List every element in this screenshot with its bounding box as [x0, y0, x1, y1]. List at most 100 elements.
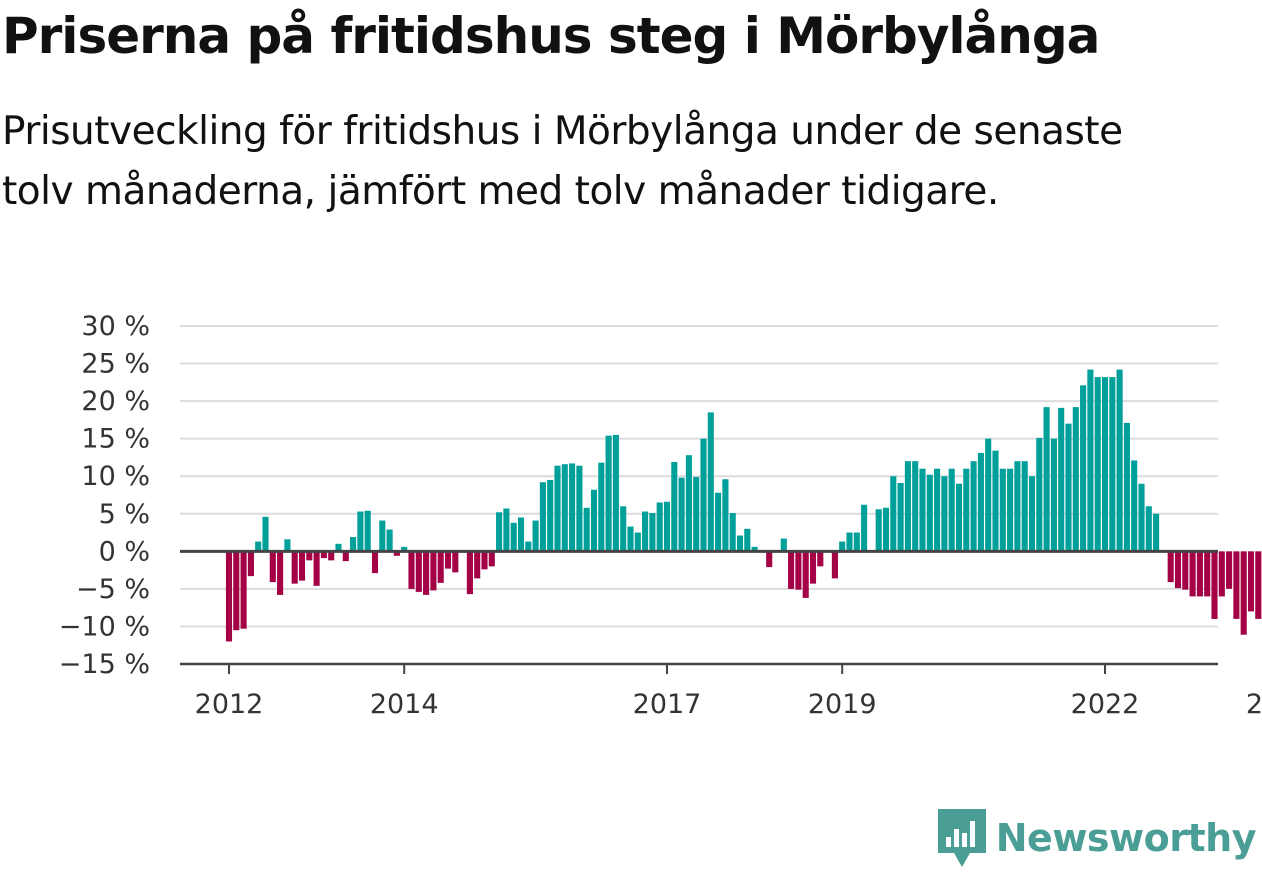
bar: [934, 468, 941, 552]
bar: [707, 412, 714, 552]
bar: [298, 551, 306, 581]
x-tick-label: 2022: [1071, 689, 1140, 720]
bar: [612, 434, 619, 552]
bar: [882, 507, 890, 552]
bar: [1014, 461, 1021, 552]
bar: [1153, 513, 1160, 552]
bar: [517, 517, 525, 552]
bar: [941, 476, 948, 552]
y-tick-label: 25 %: [81, 349, 150, 380]
bar: [802, 551, 809, 598]
bar: [335, 543, 342, 552]
bar: [853, 532, 860, 552]
bar: [722, 479, 729, 552]
chart-subtitle: Prisutveckling för fritidshus i Mörbylån…: [2, 109, 1123, 214]
bar: [379, 520, 386, 552]
bar: [1058, 407, 1065, 552]
brand-name: Newsworthy: [995, 816, 1257, 860]
bar: [247, 551, 254, 577]
bar: [269, 551, 276, 583]
bar: [320, 551, 327, 559]
bar: [1211, 551, 1218, 619]
bar: [839, 541, 846, 552]
y-tick-label: 15 %: [81, 424, 150, 455]
bar: [496, 512, 503, 552]
bar: [780, 538, 787, 552]
bar: [408, 551, 415, 589]
axes: [180, 549, 1218, 674]
bar: [999, 468, 1006, 552]
bar: [547, 479, 554, 552]
y-tick-label: 5 %: [99, 499, 150, 530]
bar: [598, 462, 605, 552]
bar: [795, 551, 802, 590]
bar: [605, 435, 612, 552]
bar: [620, 506, 627, 552]
x-axis-labels: 2012 2014 2017 2019 2022 2024: [195, 689, 1262, 720]
bar: [525, 541, 532, 552]
bar: [693, 476, 700, 552]
bar: [729, 513, 736, 552]
bar: [488, 551, 495, 567]
bar: [1036, 437, 1043, 552]
bar: [671, 461, 678, 552]
bar: [466, 551, 473, 595]
bar: [532, 520, 539, 552]
bar: [233, 551, 240, 631]
y-tick-label: −5 %: [76, 574, 150, 605]
y-axis-labels: −15 % −10 % −5 % 0 % 5 % 10 % 15 % 20 % 25 % 30 %: [59, 311, 150, 680]
x-tick-label: 2019: [808, 689, 877, 720]
bar: [875, 509, 882, 552]
bar: [386, 529, 393, 552]
bar: [788, 551, 795, 589]
bar: [992, 450, 999, 552]
bar: [503, 508, 510, 552]
bar: [751, 546, 758, 552]
bar: [364, 510, 371, 552]
y-tick-label: 30 %: [81, 311, 150, 342]
bar: [948, 468, 955, 552]
bar: [437, 551, 444, 583]
bar: [561, 464, 568, 552]
bar: [1182, 551, 1189, 590]
bar: [656, 502, 663, 552]
bar: [1145, 506, 1152, 552]
bar: [1123, 422, 1130, 552]
bar: [955, 483, 963, 552]
bar: [401, 546, 408, 552]
bar: [904, 461, 911, 552]
bar-chart: −15 % −10 % −5 % 0 % 5 % 10 % 15 % 20 % 25 % 30 %…: [59, 311, 1262, 720]
bar: [350, 537, 357, 552]
bar: [919, 468, 926, 552]
bar: [1218, 551, 1225, 597]
bar: [306, 551, 313, 561]
brand-logo: Newsworthy: [937, 809, 1257, 867]
bar: [342, 551, 349, 562]
bar: [284, 539, 291, 552]
bar: [1087, 369, 1094, 552]
bar: [1043, 407, 1050, 552]
bar: [1131, 460, 1138, 552]
bar: [583, 507, 590, 552]
bar-series: [225, 369, 1262, 642]
bar: [590, 489, 598, 552]
bar: [357, 511, 364, 552]
bar-chart-speech-icon: [937, 809, 986, 867]
chart-title: Priserna på fritidshus steg i Mörbylånga: [2, 7, 1100, 65]
bar: [255, 541, 262, 552]
bar: [1028, 476, 1036, 552]
bar: [926, 474, 933, 552]
bar: [1255, 551, 1262, 619]
bar: [569, 463, 576, 552]
bar: [1247, 551, 1255, 612]
bar: [642, 511, 649, 552]
bar: [890, 476, 897, 552]
bar: [715, 492, 722, 552]
bar: [627, 526, 634, 552]
bar: [1233, 551, 1240, 619]
bar: [1116, 369, 1123, 552]
bar: [554, 465, 561, 552]
bar: [240, 551, 247, 629]
bar: [481, 551, 488, 570]
bar: [452, 551, 459, 573]
